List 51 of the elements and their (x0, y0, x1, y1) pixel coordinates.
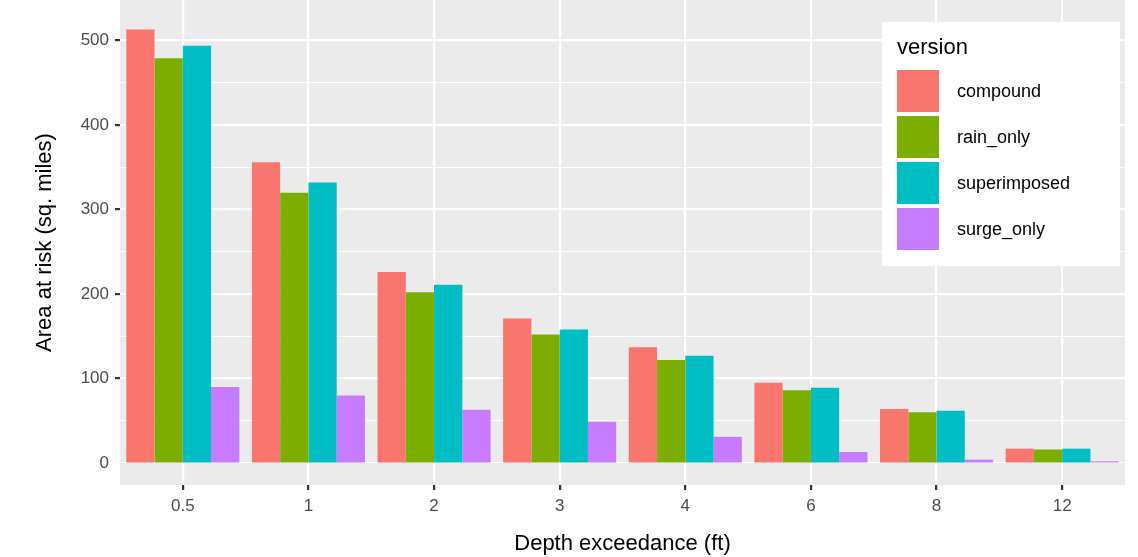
bar (1062, 448, 1091, 463)
y-tick-label: 300 (80, 199, 109, 219)
bar (657, 359, 686, 463)
y-tick-label: 500 (80, 30, 109, 50)
bar (810, 387, 840, 463)
bar (587, 421, 617, 463)
bar (308, 182, 337, 463)
bar (880, 408, 909, 463)
bar (713, 436, 742, 463)
legend-label: surge_only (957, 218, 1046, 240)
legend-label: superimposed (957, 172, 1071, 194)
bar (434, 284, 463, 463)
x-tick-label: 1 (303, 495, 314, 515)
bar (280, 192, 309, 463)
bar (126, 29, 155, 463)
x-tick-label: 12 (1052, 495, 1072, 515)
bar (154, 58, 183, 463)
x-axis-title: Depth exceedance (ft) (514, 529, 731, 555)
bar (531, 334, 560, 463)
bar (754, 382, 783, 463)
y-tick-label: 0 (99, 452, 109, 472)
x-tick-label: 3 (554, 495, 565, 515)
bar (839, 452, 868, 463)
legend-label: rain_only (957, 126, 1031, 148)
bar (377, 272, 406, 463)
bar (211, 386, 240, 463)
y-tick-label: 100 (80, 368, 109, 388)
bar (1033, 449, 1063, 463)
bar (405, 292, 435, 463)
x-tick-label: 6 (806, 495, 816, 515)
bar (936, 410, 965, 463)
bar (1005, 448, 1034, 463)
bar (628, 347, 658, 463)
y-tick-label: 200 (80, 283, 109, 303)
bar (462, 409, 491, 463)
y-tick-label: 400 (80, 114, 109, 134)
bar (782, 390, 811, 463)
bar (503, 318, 532, 463)
legend-title: version (897, 34, 969, 60)
bar (182, 45, 212, 463)
x-tick-label: 4 (680, 495, 691, 515)
bar (685, 355, 714, 463)
bar (908, 412, 937, 463)
x-tick-label: 8 (931, 495, 942, 515)
y-axis-title: Area at risk (sq. miles) (31, 133, 57, 352)
bar (559, 329, 588, 463)
legend-label: compound (957, 80, 1042, 102)
x-tick-label: 0.5 (170, 495, 195, 515)
x-tick-label: 2 (429, 495, 439, 515)
bar (336, 395, 365, 463)
bar (251, 162, 281, 463)
